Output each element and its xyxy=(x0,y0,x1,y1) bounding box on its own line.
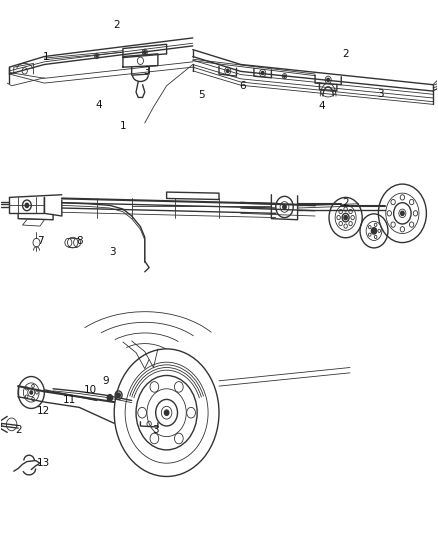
Circle shape xyxy=(96,55,98,57)
Text: 2: 2 xyxy=(15,425,21,435)
Text: 7: 7 xyxy=(38,236,44,246)
Text: 4: 4 xyxy=(318,101,325,111)
Circle shape xyxy=(30,391,32,394)
Text: 11: 11 xyxy=(63,395,76,406)
Circle shape xyxy=(107,394,113,401)
Text: 2: 2 xyxy=(343,49,349,59)
Circle shape xyxy=(344,215,347,220)
Text: 10: 10 xyxy=(84,385,97,395)
Circle shape xyxy=(226,69,229,72)
Circle shape xyxy=(144,51,146,54)
Text: 3: 3 xyxy=(152,425,159,435)
Circle shape xyxy=(401,211,404,215)
Circle shape xyxy=(371,228,377,234)
Text: 3: 3 xyxy=(109,247,115,256)
Circle shape xyxy=(283,205,286,209)
Text: 4: 4 xyxy=(95,100,102,110)
Circle shape xyxy=(284,75,286,77)
Circle shape xyxy=(327,78,329,82)
Text: 8: 8 xyxy=(76,236,83,246)
Text: 6: 6 xyxy=(240,81,246,91)
Text: 9: 9 xyxy=(102,376,109,386)
Text: 2: 2 xyxy=(343,198,349,208)
Text: 2: 2 xyxy=(113,20,120,30)
Circle shape xyxy=(25,203,28,207)
Circle shape xyxy=(117,393,120,397)
Text: 3: 3 xyxy=(377,88,384,99)
Text: 13: 13 xyxy=(37,458,50,468)
Circle shape xyxy=(164,410,169,415)
Text: 3: 3 xyxy=(144,66,150,76)
Text: 1: 1 xyxy=(120,121,126,131)
Text: 1: 1 xyxy=(43,52,50,61)
Circle shape xyxy=(261,71,264,75)
Text: 12: 12 xyxy=(37,406,50,416)
Text: 5: 5 xyxy=(198,90,205,100)
